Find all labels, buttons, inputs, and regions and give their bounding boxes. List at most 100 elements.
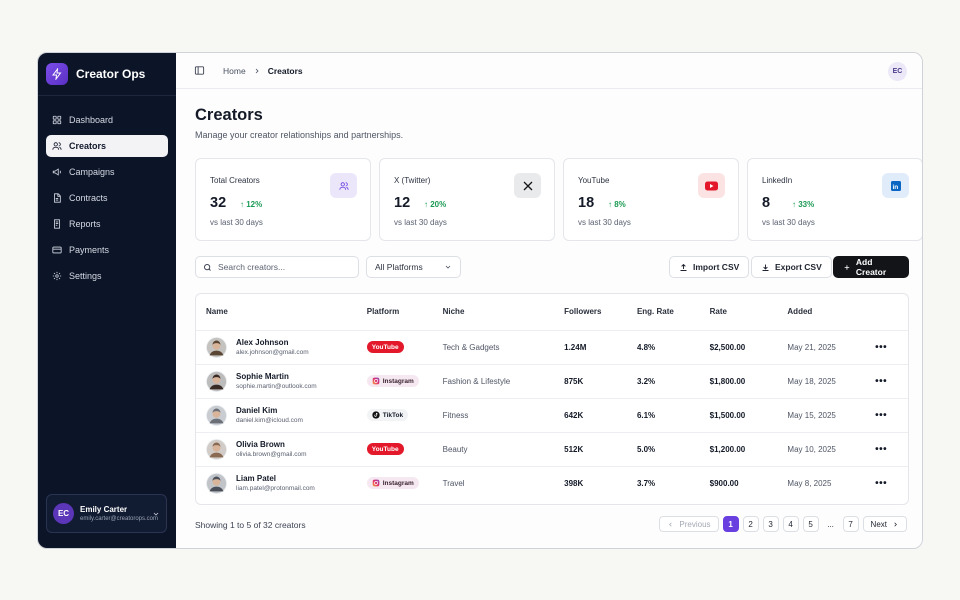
stat-label: X (Twitter) — [394, 176, 431, 185]
table-row[interactable]: Sophie Martin sophie.martin@outlook.com In… — [196, 364, 908, 399]
more-actions-icon[interactable]: ••• — [875, 409, 888, 421]
column-header: Name — [196, 294, 367, 331]
export-csv-button[interactable]: Export CSV — [751, 256, 832, 278]
more-actions-icon[interactable]: ••• — [875, 477, 888, 489]
sidebar-item-campaigns[interactable]: Campaigns — [46, 161, 168, 183]
platform-badge: YouTube — [366, 341, 404, 353]
eng-rate-cell: 3.2% — [636, 364, 710, 399]
sidebar-item-contracts[interactable]: Contracts — [46, 187, 168, 209]
main-content: Home Creators EC Creators Manage your cr… — [176, 53, 922, 548]
youtube-icon — [698, 173, 725, 198]
stats-row: Total Creators 32 ↑ 12% vs last 30 days X (T… — [195, 158, 922, 241]
card-icon — [52, 245, 62, 255]
table-row[interactable]: Olivia Brown olivia.brown@gmail.com YouTub… — [196, 432, 908, 467]
sidebar-item-creators[interactable]: Creators — [46, 135, 168, 157]
topbar: Home Creators EC — [176, 53, 922, 89]
eng-rate-cell: 3.7% — [636, 478, 656, 488]
upload-icon — [680, 263, 687, 271]
linkedin-icon: in — [882, 173, 909, 198]
platform-filter[interactable]: All Platforms — [366, 256, 461, 278]
page-button[interactable]: 3 — [762, 516, 779, 532]
sidebar-item-label: Dashboard — [69, 115, 114, 125]
chevron-down-icon — [445, 265, 451, 269]
table-row[interactable]: Liam Patel liam.patel@protonmail.com Insta… — [196, 466, 908, 500]
sidebar-item-dashboard[interactable]: Dashboard — [46, 109, 168, 131]
platform-label: TikTok — [382, 411, 404, 419]
breadcrumb-home[interactable]: Home — [223, 65, 246, 76]
page-button[interactable]: 2 — [742, 516, 759, 532]
rate-cell: $1,500.00 — [709, 398, 788, 433]
previous-page-button[interactable]: Previous — [659, 516, 719, 532]
chevron-left-icon — [669, 521, 673, 527]
stat-value: 8 — [762, 195, 771, 211]
stat-card: Total Creators 32 ↑ 12% vs last 30 days — [195, 158, 371, 241]
niche-cell: Travel — [442, 478, 465, 488]
creator-avatar — [206, 404, 227, 426]
sidebar-nav: Dashboard Creators Campaigns Contracts Repor… — [38, 96, 176, 287]
next-label: Next — [870, 519, 887, 529]
stat-foot: vs last 30 days — [578, 218, 631, 227]
eng-rate-cell: 6.1% — [636, 398, 710, 433]
add-creator-button[interactable]: Add Creator — [833, 256, 909, 278]
user-menu[interactable]: EC Emily Carter emily.carter@creatorops.… — [46, 494, 167, 533]
added-cell: May 21, 2025 — [787, 330, 876, 365]
stat-change-value: 20% — [430, 200, 447, 209]
page-button[interactable]: 1 — [722, 516, 739, 532]
table-row[interactable]: Alex Johnson alex.johnson@gmail.com YouTub… — [196, 330, 908, 365]
platform-filter-value: All Platforms — [375, 262, 423, 272]
platform-badge: Instagram — [366, 375, 419, 387]
next-page-button[interactable]: Next — [862, 516, 907, 532]
niche-cell: Tech & Gadgets — [442, 330, 565, 365]
previous-label: Previous — [679, 519, 711, 529]
followers-cell: 512K — [564, 432, 637, 467]
stat-value: 12 — [394, 195, 411, 211]
instagram-icon — [372, 479, 380, 487]
sidebar-item-reports[interactable]: Reports — [46, 213, 168, 235]
more-actions-icon[interactable]: ••• — [875, 443, 888, 455]
x-icon — [514, 173, 541, 198]
sidebar-item-payments[interactable]: Payments — [46, 239, 168, 261]
rate-cell: $1,200.00 — [709, 432, 788, 467]
search-box — [195, 256, 359, 278]
sidebar: Creator Ops Dashboard Creators Campaigns Co… — [38, 53, 176, 548]
creator-email: olivia.brown@gmail.com — [236, 451, 307, 458]
brand[interactable]: Creator Ops — [38, 53, 176, 96]
page-button[interactable]: 4 — [782, 516, 799, 532]
stat-label: YouTube — [578, 176, 610, 185]
sidebar-item-settings[interactable]: Settings — [46, 265, 168, 287]
stat-value: 32 — [210, 195, 227, 211]
page-button[interactable]: 5 — [802, 516, 819, 532]
rate-cell: $900.00 — [709, 478, 739, 488]
column-header: Rate — [709, 294, 788, 331]
more-actions-icon[interactable]: ••• — [875, 341, 888, 353]
page-subtitle: Manage your creator relationships and pa… — [195, 130, 404, 140]
page-button[interactable]: 7 — [842, 516, 859, 532]
user-name: Emily Carter — [80, 505, 128, 514]
arrow-up-icon: ↑ — [240, 200, 244, 209]
column-header: Niche — [442, 294, 565, 331]
platform-badge: YouTube — [366, 443, 404, 455]
column-header: Eng. Rate — [636, 294, 710, 331]
table-row[interactable]: Daniel Kim daniel.kim@icloud.com TikTok Fit… — [196, 398, 908, 433]
chevron-right-icon — [255, 68, 259, 73]
bolt-icon — [46, 63, 68, 85]
more-actions-icon[interactable]: ••• — [875, 375, 888, 387]
sidebar-toggle-icon[interactable] — [194, 65, 205, 76]
eng-rate-cell: 5.0% — [636, 432, 710, 467]
toolbar: All Platforms Import CSV Export CSV Add … — [195, 256, 909, 278]
chevron-down-icon — [153, 512, 159, 516]
add-creator-label: Add Creator — [855, 257, 887, 277]
search-input[interactable] — [218, 262, 348, 272]
top-avatar[interactable]: EC — [888, 62, 907, 81]
stat-foot: vs last 30 days — [762, 218, 815, 227]
search-icon — [204, 263, 211, 271]
tiktok-icon — [372, 411, 380, 419]
followers-cell: 642K — [564, 398, 637, 433]
added-cell: May 15, 2025 — [787, 398, 876, 433]
creator-avatar — [206, 438, 227, 460]
creator-name: Alex Johnson — [236, 338, 289, 347]
followers-cell: 398K — [564, 478, 584, 488]
stat-label: Total Creators — [210, 176, 260, 185]
stat-value: 18 — [578, 195, 595, 211]
import-csv-button[interactable]: Import CSV — [669, 256, 750, 278]
